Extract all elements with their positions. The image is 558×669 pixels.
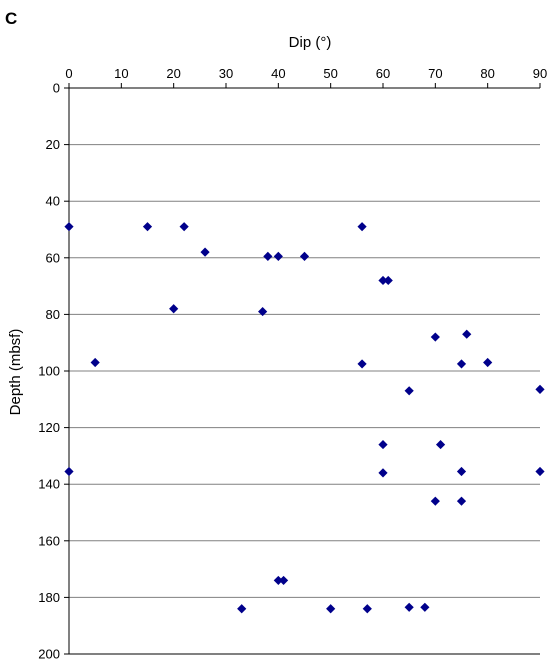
data-point-15	[357, 359, 367, 369]
data-point-30	[237, 604, 247, 614]
y-tick-label-180: 180	[38, 590, 60, 605]
data-point-3	[357, 222, 367, 232]
data-point-17	[483, 357, 493, 368]
x-tick-label-20: 20	[166, 66, 180, 81]
data-point-24	[456, 466, 467, 477]
data-point-19	[535, 384, 545, 394]
data-point-33	[404, 602, 414, 612]
y-tick-label-200: 200	[38, 647, 60, 662]
y-axis-title: Depth (mbsf)	[7, 329, 24, 416]
data-point-31	[326, 604, 336, 614]
y-tick-label-140: 140	[38, 477, 60, 492]
y-tick-label-60: 60	[46, 250, 60, 265]
y-tick-label-120: 120	[38, 420, 60, 435]
x-tick-label-0: 0	[65, 66, 72, 81]
data-point-29	[278, 575, 289, 586]
y-tick-label-40: 40	[46, 194, 60, 209]
x-tick-label-50: 50	[323, 66, 337, 81]
x-axis-ticks: 0 10 20 30 40 50 60 70 80 90	[65, 66, 547, 88]
data-point-9	[383, 275, 393, 286]
data-point-0	[64, 222, 74, 232]
x-tick-label-90: 90	[533, 66, 547, 81]
y-tick-label-0: 0	[53, 81, 60, 96]
gridlines	[69, 144, 540, 598]
data-point-34	[420, 602, 430, 612]
data-point-32	[362, 604, 372, 614]
panel-label: C	[5, 9, 17, 28]
data-point-10	[169, 304, 179, 314]
x-tick-label-10: 10	[114, 66, 128, 81]
data-point-22	[64, 466, 74, 477]
data-point-13	[430, 332, 440, 342]
x-axis-title: Dip (°)	[289, 34, 332, 51]
data-point-28	[273, 575, 283, 586]
x-tick-label-70: 70	[428, 66, 442, 81]
data-points	[64, 222, 545, 614]
y-tick-label-160: 160	[38, 533, 60, 548]
data-point-25	[535, 466, 545, 477]
data-point-14	[90, 357, 100, 368]
data-point-21	[435, 439, 446, 450]
data-point-12	[462, 329, 472, 339]
data-point-2	[179, 222, 189, 232]
data-point-8	[378, 275, 388, 286]
data-point-26	[430, 496, 440, 506]
y-tick-label-100: 100	[38, 364, 60, 379]
x-tick-label-80: 80	[480, 66, 494, 81]
data-point-20	[378, 439, 388, 450]
x-tick-label-30: 30	[219, 66, 233, 81]
data-point-1	[142, 222, 153, 232]
data-point-23	[378, 468, 388, 478]
data-point-11	[258, 306, 268, 317]
x-tick-label-40: 40	[271, 66, 285, 81]
y-tick-label-20: 20	[46, 137, 60, 152]
data-point-27	[456, 496, 467, 506]
data-point-5	[263, 251, 273, 261]
y-tick-label-80: 80	[46, 307, 60, 322]
x-tick-label-60: 60	[376, 66, 390, 81]
data-point-4	[200, 247, 210, 257]
y-axis-ticks: 0 20 40 60 80 100 120 140 160 180 200	[38, 81, 69, 662]
data-point-7	[299, 251, 310, 261]
data-point-16	[456, 359, 467, 369]
data-point-18	[404, 386, 414, 396]
data-point-6	[273, 251, 283, 261]
